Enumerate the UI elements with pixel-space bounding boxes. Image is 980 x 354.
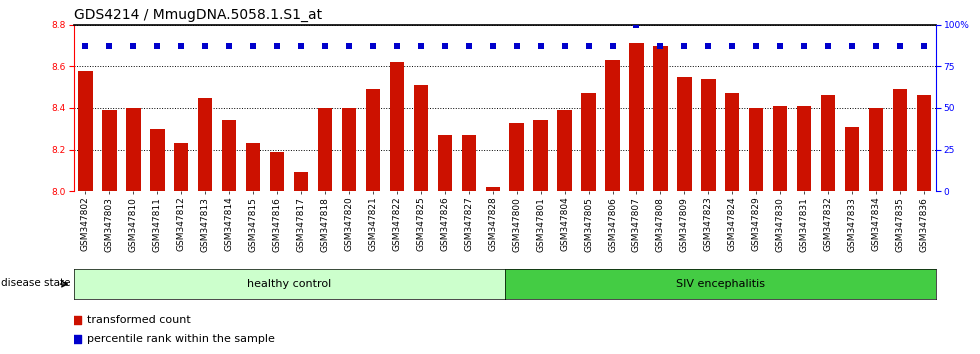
Text: transformed count: transformed count (87, 315, 191, 325)
Bar (845, 127, 859, 191)
Point (533, 44, 549, 49)
Bar (270, 152, 284, 191)
Bar (222, 120, 236, 191)
Bar (773, 106, 787, 191)
Bar (677, 77, 692, 191)
Point (605, 44, 620, 49)
Point (173, 44, 189, 49)
Point (69, 317, 84, 323)
Point (676, 44, 692, 49)
Text: disease state: disease state (1, 278, 71, 287)
Bar (318, 108, 332, 191)
Point (844, 44, 859, 49)
Text: healthy control: healthy control (247, 279, 331, 289)
Text: GDS4214 / MmugDNA.5058.1.S1_at: GDS4214 / MmugDNA.5058.1.S1_at (74, 8, 321, 22)
Point (797, 44, 812, 49)
Point (653, 44, 668, 49)
Point (270, 44, 285, 49)
Point (437, 44, 453, 49)
Point (701, 44, 716, 49)
Text: percentile rank within the sample: percentile rank within the sample (87, 333, 275, 344)
Bar (485, 187, 500, 191)
Bar (558, 110, 571, 191)
Bar (390, 62, 404, 191)
Bar (701, 79, 715, 191)
Point (69, 336, 84, 341)
Point (628, 22, 644, 28)
Bar (916, 96, 931, 191)
Bar (629, 44, 644, 191)
Bar (294, 172, 309, 191)
Point (221, 44, 237, 49)
Bar (78, 70, 93, 191)
Point (485, 44, 501, 49)
Bar (414, 85, 428, 191)
Point (293, 44, 309, 49)
Bar (462, 135, 476, 191)
Bar (174, 143, 188, 191)
Bar (606, 60, 619, 191)
Bar (150, 129, 165, 191)
Bar (246, 143, 261, 191)
Bar (366, 89, 380, 191)
Bar (725, 93, 740, 191)
Bar (797, 106, 811, 191)
Text: SIV encephalitis: SIV encephalitis (676, 279, 764, 289)
Point (245, 44, 261, 49)
Point (557, 44, 572, 49)
Bar (438, 135, 452, 191)
Point (820, 44, 836, 49)
Bar (198, 98, 213, 191)
Bar (126, 108, 140, 191)
Point (102, 44, 118, 49)
Point (772, 44, 788, 49)
Bar (533, 120, 548, 191)
Point (868, 44, 884, 49)
Point (413, 44, 428, 49)
Bar (821, 96, 835, 191)
Bar (342, 108, 356, 191)
Point (749, 44, 764, 49)
Point (916, 44, 932, 49)
Point (461, 44, 476, 49)
Point (581, 44, 597, 49)
Bar (102, 110, 117, 191)
Point (318, 44, 333, 49)
Bar (510, 122, 524, 191)
Point (509, 44, 524, 49)
Point (341, 44, 357, 49)
Bar (749, 108, 763, 191)
Point (150, 44, 166, 49)
Bar (581, 93, 596, 191)
Point (197, 44, 213, 49)
Point (77, 44, 93, 49)
Point (892, 44, 907, 49)
Bar (654, 46, 667, 191)
Point (366, 44, 381, 49)
Point (125, 44, 141, 49)
Bar (869, 108, 883, 191)
Bar (893, 89, 907, 191)
Point (389, 44, 405, 49)
Point (724, 44, 740, 49)
